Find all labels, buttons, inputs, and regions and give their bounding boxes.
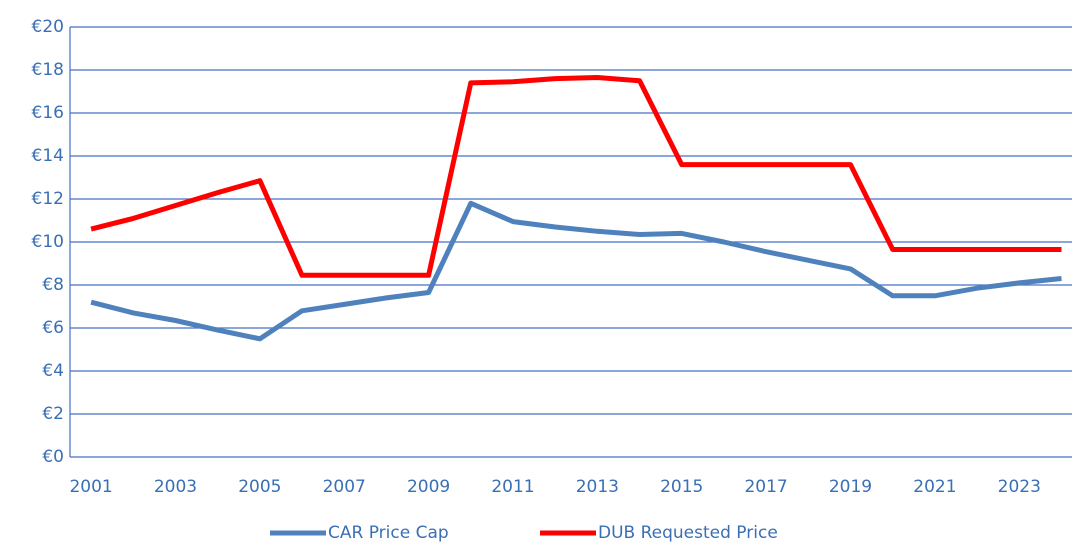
x-tick-label: 2009 [407, 477, 450, 497]
legend-label: CAR Price Cap [328, 523, 449, 543]
y-tick-label: €10 [32, 232, 64, 252]
y-tick-label: €16 [32, 103, 64, 123]
x-tick-label: 2005 [238, 477, 281, 497]
x-tick-label: 2017 [744, 477, 787, 497]
y-tick-label: €20 [32, 17, 64, 37]
y-tick-label: €8 [42, 275, 64, 295]
x-tick-label: 2007 [323, 477, 366, 497]
y-tick-label: €6 [42, 318, 64, 338]
x-tick-label: 2019 [829, 477, 872, 497]
legend-label: DUB Requested Price [598, 523, 778, 543]
y-tick-label: €0 [42, 447, 64, 467]
x-tick-label: 2001 [69, 477, 112, 497]
x-tick-label: 2023 [998, 477, 1041, 497]
x-tick-label: 2003 [154, 477, 197, 497]
y-tick-label: €18 [32, 60, 64, 80]
y-tick-label: €14 [32, 146, 64, 166]
x-tick-label: 2015 [660, 477, 703, 497]
y-tick-label: €4 [42, 361, 64, 381]
series-line [90, 200, 1062, 342]
y-tick-label: €2 [42, 404, 64, 424]
y-tick-label: €12 [32, 189, 64, 209]
series-line [90, 75, 1062, 278]
x-tick-label: 2011 [491, 477, 534, 497]
x-tick-label: 2021 [913, 477, 956, 497]
x-tick-label: 2013 [576, 477, 619, 497]
